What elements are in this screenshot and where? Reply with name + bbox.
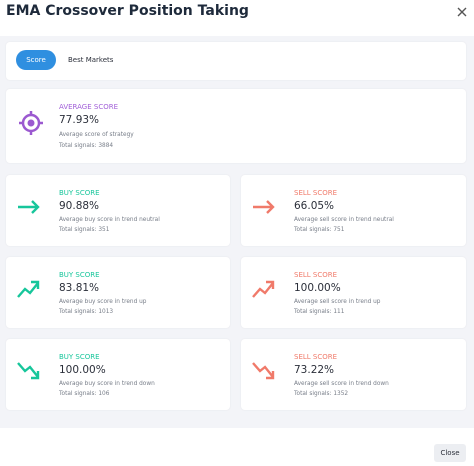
card-value: 77.93%	[59, 114, 100, 126]
content-panel: Score Best Markets AVERAGE SCORE 77.93% …	[0, 36, 474, 428]
card-signals: Total signals: 111	[294, 309, 345, 315]
card-signals: Total signals: 351	[59, 227, 110, 233]
card-label: SELL SCORE	[294, 353, 338, 361]
score-card: SELL SCORE 100.00% Average sell score in t…	[241, 257, 466, 328]
card-description: Average buy score in trend up	[59, 299, 147, 305]
card-signals: Total signals: 3884	[59, 143, 114, 149]
average-card: AVERAGE SCORE 77.93% Average score of st…	[6, 89, 466, 163]
close-button[interactable]: Close	[434, 444, 466, 462]
card-value: 90.88%	[59, 200, 100, 212]
card-description: Average sell score in trend up	[294, 299, 381, 305]
card-label: AVERAGE SCORE	[59, 103, 118, 111]
card-label: BUY SCORE	[59, 189, 100, 197]
card-description: Average buy score in trend neutral	[59, 217, 160, 223]
trend-icon	[17, 362, 40, 380]
card-signals: Total signals: 1352	[294, 391, 349, 397]
trend-icon	[18, 200, 40, 214]
tab[interactable]: Best Markets	[68, 56, 114, 64]
card-value: 83.81%	[59, 282, 100, 294]
tab-active[interactable]: Score	[16, 50, 56, 70]
card-description: Average buy score in trend down	[59, 381, 155, 387]
close-icon[interactable]	[456, 6, 468, 18]
card-description: Average score of strategy	[59, 132, 134, 138]
card-description: Average sell score in trend down	[294, 381, 389, 387]
card-label: BUY SCORE	[59, 271, 100, 279]
card-value: 100.00%	[294, 282, 341, 294]
card-value: 73.22%	[294, 364, 335, 376]
score-card: BUY SCORE 100.00% Average buy score in tre…	[6, 339, 230, 410]
score-card: SELL SCORE 66.05% Average sell score in tr…	[241, 175, 466, 246]
trend-icon	[252, 362, 275, 380]
score-card: BUY SCORE 83.81% Average buy score in tren…	[6, 257, 230, 328]
card-label: SELL SCORE	[294, 271, 338, 279]
card-signals: Total signals: 1013	[59, 309, 114, 315]
card-value: 100.00%	[59, 364, 106, 376]
tab-bar: Score Best Markets	[6, 42, 466, 80]
card-value: 66.05%	[294, 200, 335, 212]
score-card: BUY SCORE 90.88% Average buy score in tren…	[6, 175, 230, 246]
modal-title: EMA Crossover Position Taking	[6, 3, 249, 19]
trend-icon	[252, 280, 275, 298]
trend-icon	[253, 200, 275, 214]
card-label: BUY SCORE	[59, 353, 100, 361]
target-icon	[19, 111, 43, 135]
card-label: SELL SCORE	[294, 189, 338, 197]
card-signals: Total signals: 106	[59, 391, 110, 397]
card-description: Average sell score in trend neutral	[294, 217, 394, 223]
card-signals: Total signals: 751	[294, 227, 345, 233]
score-card: SELL SCORE 73.22% Average sell score in tr…	[241, 339, 466, 410]
trend-icon	[17, 280, 40, 298]
